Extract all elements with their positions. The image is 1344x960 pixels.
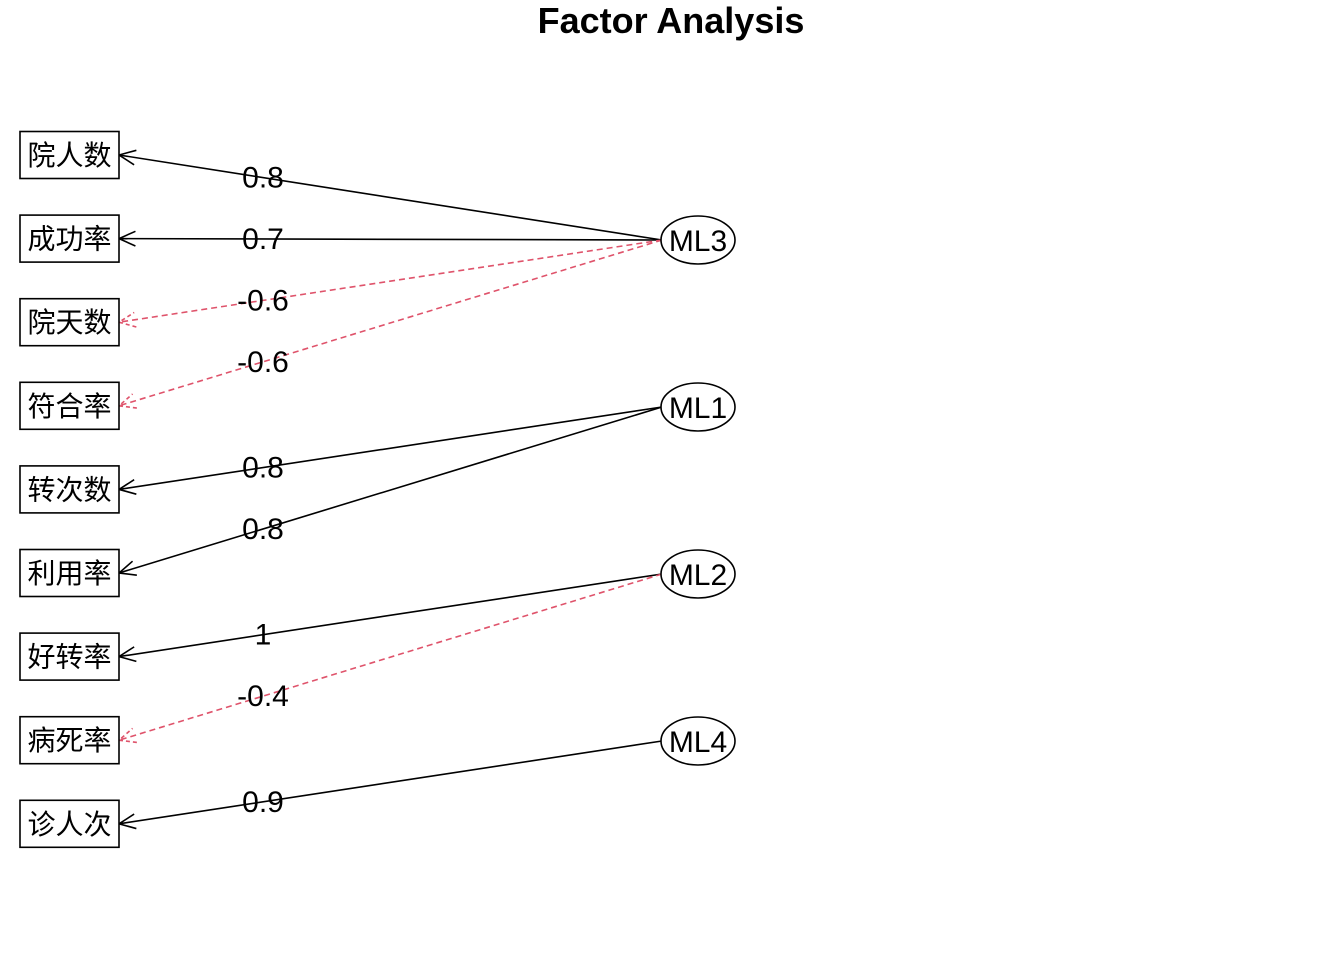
loading-edge xyxy=(118,239,663,407)
variable-label: 符合率 xyxy=(27,390,111,423)
loading-label: -0.4 xyxy=(237,680,289,713)
variable-box xyxy=(19,715,120,765)
variable-label: 诊人次 xyxy=(27,808,111,841)
variable-label: 利用率 xyxy=(27,557,111,590)
diagram-title: Factor Analysis xyxy=(538,0,805,41)
variable-label: 好转率 xyxy=(27,641,111,674)
factor-node: ML4 xyxy=(660,716,736,766)
factor-label: ML2 xyxy=(669,559,727,592)
factor-nodes: ML3 ML1 ML2 ML4 xyxy=(660,215,736,766)
factor-label: ML3 xyxy=(669,225,727,258)
loading-edges xyxy=(117,149,663,830)
loading-label: -0.6 xyxy=(237,284,289,317)
loading-edge xyxy=(118,406,663,491)
loading-edge xyxy=(118,573,663,658)
variable-label: 院天数 xyxy=(27,306,111,339)
variable-box xyxy=(19,465,120,514)
loading-edge xyxy=(118,406,663,574)
loading-edge xyxy=(118,154,663,241)
variable-box xyxy=(19,548,120,598)
loading-label: 0.9 xyxy=(242,786,284,819)
variable-node: 转次数 xyxy=(19,465,120,514)
loading-label: 0.8 xyxy=(242,162,284,195)
loading-edge xyxy=(118,740,663,825)
factor-node: ML1 xyxy=(660,382,736,432)
variable-label: 病死率 xyxy=(27,724,111,757)
variable-label: 院人数 xyxy=(27,139,111,172)
variable-box xyxy=(19,632,120,681)
variable-box xyxy=(19,130,120,180)
factor-ellipse xyxy=(660,215,736,265)
variable-node: 病死率 xyxy=(19,715,120,765)
variable-label: 转次数 xyxy=(27,473,111,506)
loading-label: 0.7 xyxy=(242,223,284,256)
variable-box xyxy=(19,297,120,347)
variable-node: 院天数 xyxy=(19,297,120,347)
variable-node: 院人数 xyxy=(19,130,120,180)
factor-label: ML1 xyxy=(669,392,727,425)
factor-ellipse xyxy=(660,549,736,599)
variable-node: 成功率 xyxy=(19,214,120,263)
loading-label: 0.8 xyxy=(242,452,284,485)
factor-node: ML3 xyxy=(660,215,736,265)
variable-node: 符合率 xyxy=(19,381,120,431)
loading-label: 0.8 xyxy=(242,513,284,546)
variable-label: 成功率 xyxy=(27,223,111,256)
loading-label: -0.6 xyxy=(237,346,289,379)
factor-ellipse xyxy=(660,382,736,432)
loading-edge xyxy=(118,237,663,241)
variable-node: 好转率 xyxy=(19,632,120,681)
variable-box xyxy=(19,381,120,431)
variable-box xyxy=(19,214,120,263)
factor-label: ML4 xyxy=(669,726,727,759)
loading-labels: 0.8 0.7 -0.6 -0.6 0.8 0.8 1 -0.4 0.9 xyxy=(237,162,289,819)
variable-node: 诊人次 xyxy=(19,799,120,849)
variable-node: 利用率 xyxy=(19,548,120,598)
factor-node: ML2 xyxy=(660,549,736,599)
variable-box xyxy=(19,799,120,849)
loading-edge xyxy=(118,573,663,741)
factor-ellipse xyxy=(660,716,736,766)
loading-edge xyxy=(118,239,663,323)
loading-label: 1 xyxy=(255,619,272,652)
